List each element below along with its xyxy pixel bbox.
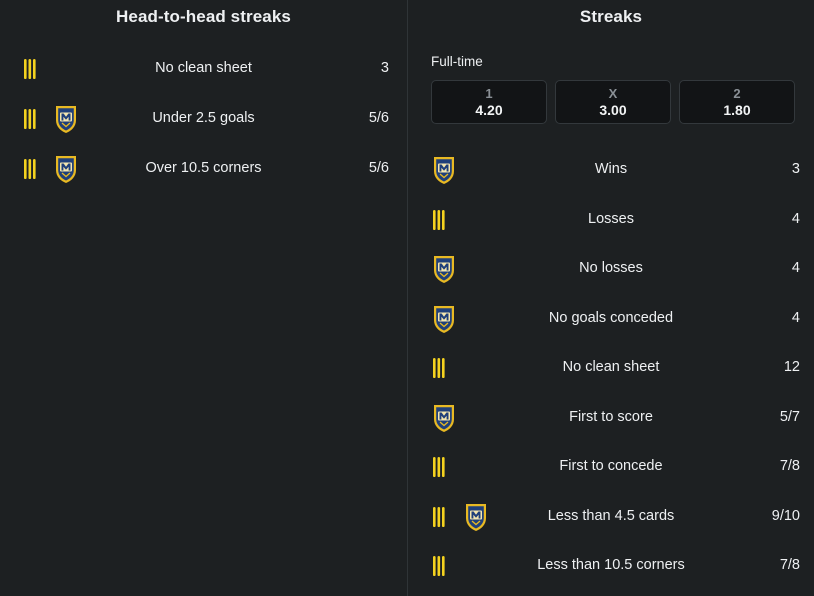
stripes-icon [431, 455, 447, 479]
streak-row: Less than 4.5 cards 9/10 [408, 502, 814, 532]
odds-draw-key: X [608, 86, 618, 101]
h2h-title: Head-to-head streaks [116, 7, 291, 26]
streak-row: No losses 4 [408, 254, 814, 284]
stripes-icon [431, 356, 447, 380]
streak-value: 3 [380, 60, 389, 76]
streak-value: 3 [791, 161, 800, 177]
streak-value: 7/8 [779, 458, 800, 474]
streak-row: No goals conceded 4 [408, 304, 814, 334]
streak-label: Over 10.5 corners [145, 160, 262, 176]
streak-label: First to score [569, 408, 653, 425]
streak-row: Under 2.5 goals 5/6 [0, 104, 407, 134]
streak-value: 4 [791, 210, 800, 227]
streak-label: Under 2.5 goals [152, 110, 255, 126]
odds-away-value: 1.80 [723, 102, 751, 118]
streak-label: Less than 4.5 cards [547, 507, 675, 524]
odds-home-key: 1 [485, 86, 493, 101]
panel-divider [407, 0, 408, 596]
streaks-title: Streaks [579, 7, 643, 26]
streak-label: No goals conceded [548, 309, 674, 326]
streak-value: 5/6 [368, 160, 389, 176]
crest-icon [431, 155, 457, 185]
streak-label: Wins [594, 161, 628, 177]
streaks-panel: Streaks Full-time 1 4.20 X 3.00 2 1.80 W… [408, 0, 814, 596]
stripes-icon [22, 157, 38, 181]
crest-icon [431, 403, 457, 433]
crest-icon [53, 104, 79, 134]
crest-icon [53, 154, 79, 184]
odds-draw-button[interactable]: X 3.00 [555, 80, 671, 124]
odds-away-key: 2 [733, 86, 741, 101]
streak-label: No clean sheet [562, 359, 660, 375]
stripes-icon [431, 505, 447, 529]
streak-value: 12 [783, 359, 800, 375]
fulltime-label: Full-time [431, 54, 483, 69]
stripes-icon [22, 57, 38, 81]
crest-icon [431, 254, 457, 284]
streak-row: Wins 3 [408, 155, 814, 185]
streak-label: No losses [579, 260, 643, 276]
streak-value: 4 [791, 309, 800, 326]
stripes-icon [431, 554, 447, 578]
streak-row: No clean sheet 3 [0, 54, 407, 84]
odds-away-button[interactable]: 2 1.80 [679, 80, 795, 124]
streak-value: 9/10 [771, 507, 800, 524]
crest-icon [463, 502, 489, 532]
streak-row: First to score 5/7 [408, 403, 814, 433]
streak-label: First to concede [559, 458, 663, 474]
streak-value: 7/8 [779, 557, 800, 573]
odds-draw-value: 3.00 [599, 102, 627, 118]
odds-home-value: 4.20 [475, 102, 503, 118]
streak-row: First to concede 7/8 [408, 452, 814, 482]
odds-home-button[interactable]: 1 4.20 [431, 80, 547, 124]
stripes-icon [22, 107, 38, 131]
streak-value: 5/7 [779, 408, 800, 425]
crest-icon [431, 304, 457, 334]
streak-label: Losses [588, 210, 634, 227]
streak-label: Less than 10.5 corners [537, 557, 685, 573]
streak-row: Less than 10.5 corners 7/8 [408, 551, 814, 581]
streak-row: Losses 4 [408, 205, 814, 235]
streak-row: No clean sheet 12 [408, 353, 814, 383]
streak-value: 4 [791, 260, 800, 276]
streak-value: 5/6 [368, 110, 389, 126]
head-to-head-panel: Head-to-head streaks No clean sheet 3 Unde… [0, 7, 407, 184]
stripes-icon [431, 208, 447, 232]
streak-row: Over 10.5 corners 5/6 [0, 154, 407, 184]
streak-label: No clean sheet [155, 60, 252, 76]
